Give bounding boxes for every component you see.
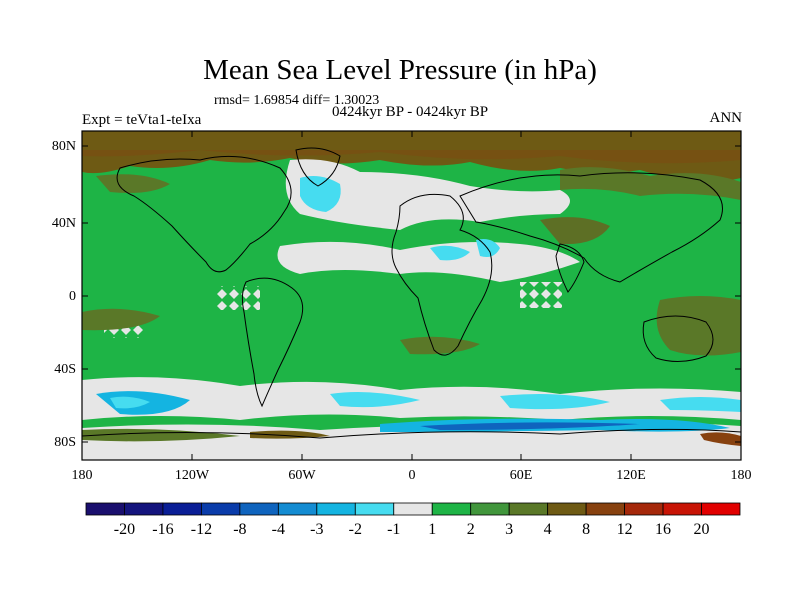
lon-label-120w: 120W [174, 468, 210, 483]
colorbar-swatch [124, 502, 164, 516]
subtropical-neutral [277, 241, 580, 282]
colorbar-swatch [431, 502, 472, 516]
colorbar-swatch [162, 502, 202, 516]
colorbar-swatch [277, 502, 318, 516]
colorbar-swatch [393, 502, 433, 516]
lat-label-80s: 80S [54, 435, 76, 450]
colorbar-swatch [316, 502, 356, 516]
colorbar-label: 16 [655, 521, 672, 538]
colorbar-label: -1 [387, 521, 401, 538]
colorbar-swatch [585, 502, 625, 516]
colorbar-label: -4 [271, 521, 285, 538]
lat-label-40s: 40S [54, 362, 76, 377]
colorbar-label: 2 [466, 521, 475, 538]
lat-label-0: 0 [69, 289, 76, 304]
colorbar-swatch [201, 502, 241, 516]
axis-ticks [81, 131, 742, 460]
colorbar-label: 4 [543, 521, 552, 538]
colorbar-label: -12 [190, 521, 213, 538]
colorbar-label: -2 [348, 521, 362, 538]
lon-label-180e: 180 [730, 468, 752, 483]
colorbar-label: -20 [113, 521, 136, 538]
lon-label-0: 0 [408, 468, 416, 483]
colorbar-swatch [85, 502, 125, 516]
lat-label-40n: 40N [51, 216, 76, 231]
plot-title: Mean Sea Level Pressure (in hPa) [203, 54, 597, 86]
season-label: ANN [709, 110, 743, 126]
lon-label-120e: 120E [616, 468, 646, 483]
lon-label-60w: 60W [288, 468, 316, 483]
colorbar-swatch [239, 502, 279, 516]
lat-label-80n: 80N [51, 139, 76, 154]
colorbar-label: 3 [505, 521, 514, 538]
period-subtitle: 0424kyr BP - 0424kyr BP [331, 104, 489, 120]
colorbar-swatch [662, 502, 702, 516]
colorbar-label: 12 [616, 521, 633, 538]
colorbar-label: -8 [233, 521, 247, 538]
colorbar-label: -3 [310, 521, 324, 538]
colorbar-label: -16 [152, 521, 174, 538]
lon-label-60e: 60E [509, 468, 533, 483]
colorbar-label: 20 [693, 521, 710, 538]
colorbar-swatch [354, 502, 395, 516]
colorbar-swatch [547, 502, 587, 516]
lon-label-180w: 180 [71, 468, 93, 483]
stats-line: rmsd= 1.69854 diff= 1.30023 [214, 93, 380, 108]
colorbar-label: 8 [582, 521, 591, 538]
experiment-label: Expt = teVta1-teIxa [82, 112, 202, 128]
colorbar-swatch [701, 502, 741, 516]
colorbar-swatch [624, 502, 664, 516]
colorbar-swatch [508, 502, 549, 516]
colorbar-label: 1 [428, 521, 437, 538]
colorbar-swatch [470, 502, 510, 516]
